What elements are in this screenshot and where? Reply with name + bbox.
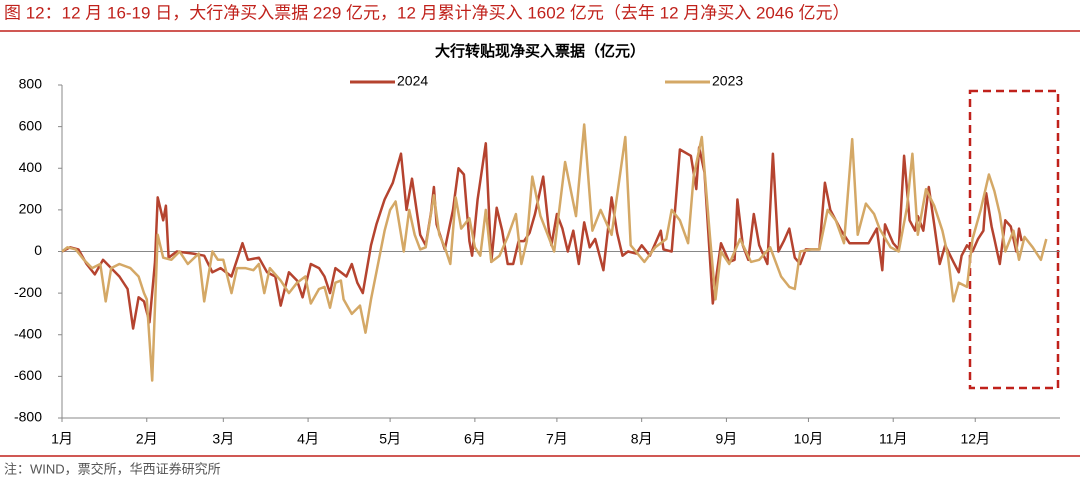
x-tick-label: 11月 bbox=[879, 431, 908, 447]
x-tick-label: 5月 bbox=[379, 431, 401, 447]
y-tick-label: -200 bbox=[14, 284, 42, 300]
x-tick-label: 7月 bbox=[546, 431, 568, 447]
x-tick-label: 8月 bbox=[631, 431, 653, 447]
y-tick-label: 400 bbox=[19, 159, 43, 175]
legend-label: 2023 bbox=[712, 73, 743, 89]
header-title: 图 12：12 月 16-19 日，大行净买入票据 229 亿元，12 月累计净… bbox=[4, 3, 850, 22]
y-tick-label: 0 bbox=[34, 242, 42, 258]
series-line bbox=[61, 142, 1023, 330]
chart-title: 大行转贴现净买入票据（亿元） bbox=[435, 42, 645, 60]
highlight-box bbox=[968, 89, 1060, 390]
x-tick-label: 1月 bbox=[51, 431, 73, 447]
y-tick-label: 200 bbox=[19, 201, 43, 217]
y-tick-label: 600 bbox=[19, 117, 43, 133]
x-tick-label: 12月 bbox=[960, 431, 990, 447]
x-tick-label: 2月 bbox=[136, 431, 158, 447]
x-tick-label: 4月 bbox=[297, 431, 319, 447]
y-tick-label: -800 bbox=[14, 409, 42, 425]
x-tick-label: 6月 bbox=[464, 431, 486, 447]
y-tick-label: 800 bbox=[19, 76, 43, 92]
source-note: 注：WIND，票交所，华西证券研究所 bbox=[4, 461, 221, 476]
x-tick-label: 10月 bbox=[794, 431, 824, 447]
y-tick-label: -400 bbox=[14, 325, 42, 341]
legend-label: 2024 bbox=[397, 73, 428, 89]
x-tick-label: 9月 bbox=[716, 431, 738, 447]
x-tick-label: 3月 bbox=[212, 431, 234, 447]
y-tick-label: -600 bbox=[14, 367, 42, 383]
series-line bbox=[61, 123, 1048, 382]
